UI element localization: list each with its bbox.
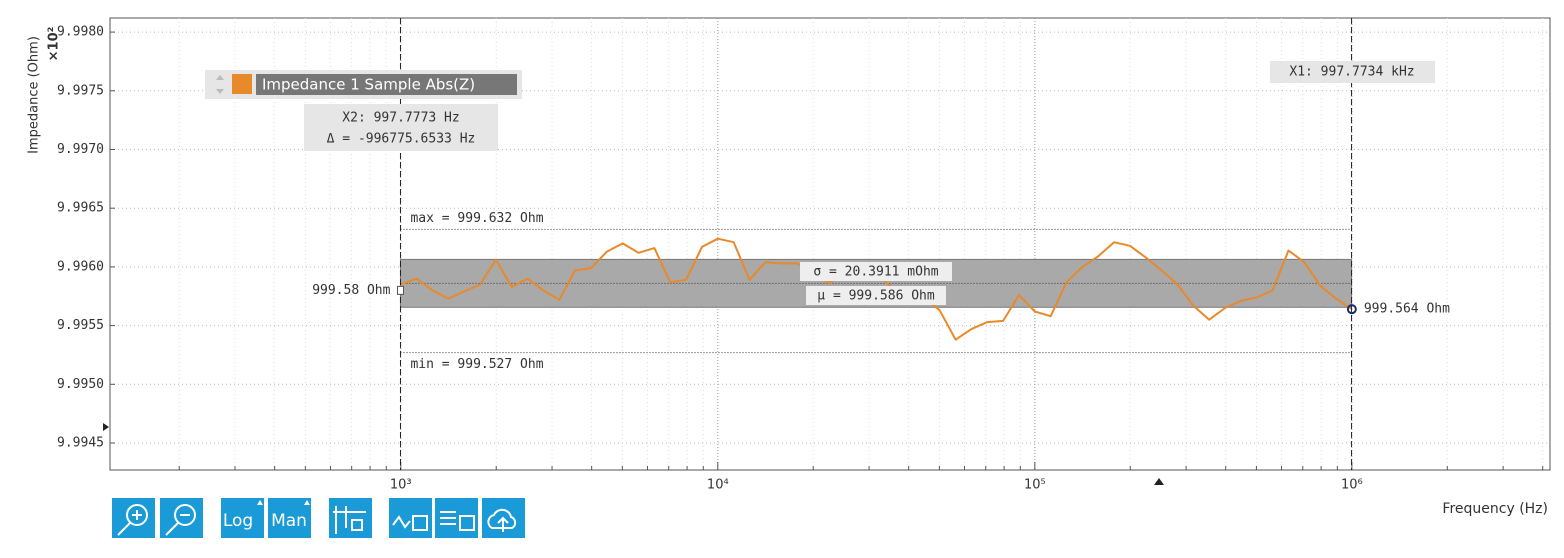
log-button-label: Log	[223, 511, 253, 531]
legend-label-bg	[256, 74, 517, 95]
y-tick-label: 9.9975	[57, 83, 104, 98]
x-tick-label: 10⁴	[707, 478, 729, 493]
y-tick-label: 9.9945	[57, 435, 104, 450]
y-multiplier: ×10²	[47, 27, 62, 62]
y-tick-label: 9.9965	[57, 201, 104, 216]
y-tick-label: 9.9950	[57, 377, 104, 392]
y-tick-label: 9.9955	[57, 318, 104, 333]
x-axis-label: Frequency (Hz)	[1442, 501, 1548, 517]
x-tick-label: 10⁶	[1341, 478, 1363, 493]
sigma-label-bg	[800, 262, 952, 281]
y-scroll-marker	[103, 423, 109, 431]
y-tick-label: 9.9970	[57, 142, 104, 157]
min-label: min = 999.527 Ohm	[410, 357, 543, 372]
x-tick-label: 10⁵	[1024, 478, 1046, 493]
manual-button[interactable]	[268, 498, 311, 538]
legend-label: Impedance 1 Sample Abs(Z)	[262, 76, 475, 94]
cursor-delta-label: Δ = -996775.6533 Hz	[327, 132, 476, 147]
end-label: 999.564 Ohm	[1364, 302, 1450, 317]
x-tick-label: 10³	[390, 478, 412, 493]
cursor-x2-box	[304, 104, 498, 151]
legend-arrows[interactable]	[216, 75, 224, 94]
log-button[interactable]	[221, 498, 264, 538]
max-label: max = 999.632 Ohm	[410, 211, 543, 226]
grid-layer	[110, 18, 1550, 470]
y-tick-label: 9.9960	[57, 259, 104, 274]
mean-label: μ = 999.586 Ohm	[817, 289, 935, 304]
cursor-x2-label: X2: 997.7773 Hz	[342, 111, 459, 126]
mean-label-bg	[806, 286, 946, 305]
toolbar-icons	[117, 500, 517, 536]
sigma-label: σ = 20.3911 mOhm	[813, 265, 938, 280]
legend-swatch	[232, 74, 252, 94]
end-marker	[1346, 304, 1357, 315]
zoom-in-button[interactable]	[112, 498, 155, 538]
cursor-x1-box	[1270, 61, 1435, 83]
left-marker	[396, 285, 404, 295]
y-axis-label: Impedance (Ohm)	[27, 36, 42, 154]
math-button[interactable]	[389, 498, 432, 538]
y-tick-label: 9.9980	[57, 25, 104, 40]
zoom-out-button[interactable]	[160, 498, 203, 538]
manual-button-label: Man	[271, 511, 307, 531]
left-marker-label: 999.58 Ohm	[312, 283, 390, 298]
x-scroll-marker	[1154, 478, 1164, 485]
cursor-x1-label: X1: 997.7734 kHz	[1289, 65, 1414, 80]
